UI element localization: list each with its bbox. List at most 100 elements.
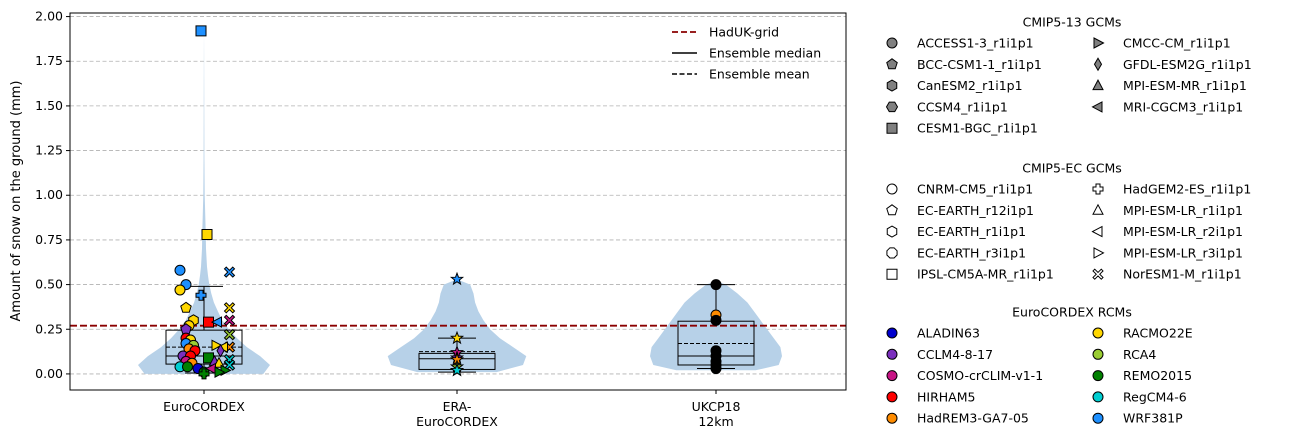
legend-entry-label: CCSM4_r1i1p1 xyxy=(917,99,1008,114)
data-point xyxy=(174,264,186,276)
legend-entry-label: EC-EARTH_r3i1p1 xyxy=(917,245,1026,260)
legend-entry-label: EC-EARTH_r12i1p1 xyxy=(917,203,1034,218)
x-tick-label: EuroCORDEX xyxy=(416,414,498,429)
legend-marker xyxy=(1092,348,1104,360)
x-tick-label: ERA- xyxy=(443,399,472,414)
legend-marker xyxy=(1093,57,1103,72)
data-point xyxy=(223,314,236,327)
data-point xyxy=(182,361,193,373)
legend-group-title: CMIP5-13 GCMs xyxy=(1023,15,1122,30)
legend-marker xyxy=(1092,370,1104,382)
data-point xyxy=(201,229,213,241)
legend-marker xyxy=(1092,183,1104,195)
legend-entry-label: RACMO22E xyxy=(1123,326,1193,341)
y-tick-label: 0.25 xyxy=(35,321,63,336)
data-point xyxy=(216,343,225,358)
data-point xyxy=(710,363,722,375)
legend-entry-label: MPI-ESM-LR_r1i1p1 xyxy=(1123,203,1243,218)
data-point xyxy=(180,301,192,313)
legend-entry-label: ACCESS1-3_r1i1p1 xyxy=(917,36,1034,51)
x-tick-label: EuroCORDEX xyxy=(163,399,245,414)
legend-entry-label: CCLM4-8-17 xyxy=(917,347,993,362)
violin xyxy=(387,279,527,373)
data-point xyxy=(223,328,236,341)
model-points xyxy=(174,25,722,380)
legend-entry-label: MRI-CGCM3_r1i1p1 xyxy=(1123,99,1243,114)
data-point xyxy=(195,25,207,37)
legend-marker xyxy=(1092,203,1104,215)
data-point xyxy=(213,356,225,368)
legend-entry-label: NorESM1-M_r1i1p1 xyxy=(1123,267,1242,282)
legend-marker xyxy=(886,58,898,70)
legend-entry-label: RCA4 xyxy=(1123,347,1156,362)
legend-group-title: EuroCORDEX RCMs xyxy=(1012,305,1132,320)
legend-label: HadUK-grid xyxy=(709,25,779,40)
legend-marker xyxy=(1091,101,1103,113)
legend-marker xyxy=(886,37,898,49)
legend-entry-label: HadREM3-GA7-05 xyxy=(917,411,1029,426)
violin xyxy=(138,30,270,374)
y-tick-label: 2.00 xyxy=(35,9,63,24)
legend-marker xyxy=(886,247,898,259)
legend-entry-label: COSMO-crCLIM-v1-1 xyxy=(917,368,1043,383)
data-point xyxy=(223,359,236,371)
legend-entry-label: MPI-ESM-LR_r2i1p1 xyxy=(1123,224,1243,239)
legend-marker xyxy=(1093,37,1105,49)
legend-marker xyxy=(886,225,898,238)
legend-marker xyxy=(886,183,898,195)
y-tick-label: 1.50 xyxy=(35,98,63,113)
legend-marker xyxy=(886,348,898,360)
legend-marker xyxy=(885,101,899,113)
data-point xyxy=(198,368,210,380)
data-point xyxy=(710,279,722,291)
y-tick-label: 0.00 xyxy=(35,366,63,381)
legend-entry-label: CMCC-CM_r1i1p1 xyxy=(1123,36,1231,51)
legend-marker xyxy=(886,79,898,92)
legend-entry-label: ALADIN63 xyxy=(917,326,980,341)
legend-entry-label: EC-EARTH_r1i1p1 xyxy=(917,224,1026,239)
data-point xyxy=(195,289,207,301)
legend-marker xyxy=(1092,268,1104,280)
legend-marker xyxy=(886,370,898,382)
y-tick-label: 1.00 xyxy=(35,187,63,202)
legend-entry-label: BCC-CSM1-1_r1i1p1 xyxy=(917,57,1042,72)
data-point xyxy=(449,330,465,345)
marker-legend: CMIP5-13 GCMs ACCESS1-3_r1i1p1 BCC-CSM1-1_… xyxy=(885,15,1252,426)
data-point xyxy=(203,316,214,328)
y-tick-label: 0.50 xyxy=(35,277,63,292)
legend-marker xyxy=(1092,391,1104,403)
y-tick-label: 1.75 xyxy=(35,53,63,68)
x-tick-label: UKCP18 xyxy=(692,399,741,414)
legend-entry-label: IPSL-CM5A-MR_r1i1p1 xyxy=(917,267,1054,282)
data-point xyxy=(210,316,222,328)
legend-entry-label: MPI-ESM-MR_r1i1p1 xyxy=(1123,78,1247,93)
data-point xyxy=(449,271,465,286)
legend-entry-label: CNRM-CM5_r1i1p1 xyxy=(917,182,1033,197)
legend-marker xyxy=(886,268,898,280)
legend-entry-label: HadGEM2-ES_r1i1p1 xyxy=(1123,182,1251,197)
legend-marker xyxy=(886,122,898,134)
legend-entry-label: HIRHAM5 xyxy=(917,389,975,404)
legend-marker xyxy=(886,412,898,424)
data-point xyxy=(214,366,226,378)
legend-marker xyxy=(886,327,898,339)
legend-entry-label: CESM1-BGC_r1i1p1 xyxy=(917,121,1038,136)
legend-entry-label: RegCM4-6 xyxy=(1123,389,1187,404)
legend-entry-label: MPI-ESM-LR_r3i1p1 xyxy=(1123,245,1243,260)
legend-marker xyxy=(1091,225,1103,238)
data-point xyxy=(223,302,236,314)
legend-marker xyxy=(1092,79,1104,91)
violins xyxy=(138,30,782,374)
legend-entry-label: CanESM2_r1i1p1 xyxy=(917,78,1023,93)
legend-marker xyxy=(1093,247,1105,259)
x-tick-label: 12km xyxy=(698,414,733,429)
data-point xyxy=(710,314,722,326)
plot-legend: HadUK-grid Ensemble median Ensemble mean xyxy=(672,25,821,82)
legend-marker xyxy=(1092,327,1104,339)
data-point xyxy=(174,284,186,296)
legend-marker xyxy=(886,204,898,216)
plot-frame xyxy=(69,12,847,391)
data-point xyxy=(449,362,465,377)
